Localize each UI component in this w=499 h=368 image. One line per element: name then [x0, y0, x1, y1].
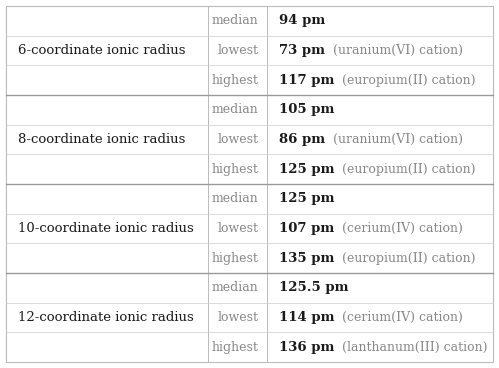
Text: highest: highest: [212, 74, 258, 87]
Text: 10-coordinate ionic radius: 10-coordinate ionic radius: [18, 222, 194, 235]
Text: lowest: lowest: [218, 222, 258, 235]
Text: 94 pm: 94 pm: [278, 14, 325, 27]
Text: (cerium(IV) cation): (cerium(IV) cation): [342, 222, 463, 235]
Text: (uranium(VI) cation): (uranium(VI) cation): [332, 44, 463, 57]
Text: (cerium(IV) cation): (cerium(IV) cation): [342, 311, 463, 324]
Text: 86 pm: 86 pm: [278, 133, 325, 146]
Text: 107 pm: 107 pm: [278, 222, 334, 235]
Text: 12-coordinate ionic radius: 12-coordinate ionic radius: [18, 311, 194, 324]
Text: 8-coordinate ionic radius: 8-coordinate ionic radius: [18, 133, 185, 146]
Text: highest: highest: [212, 163, 258, 176]
Text: lowest: lowest: [218, 44, 258, 57]
Text: median: median: [212, 103, 258, 116]
Text: (lanthanum(III) cation): (lanthanum(III) cation): [342, 341, 488, 354]
Text: 136 pm: 136 pm: [278, 341, 334, 354]
Text: 125 pm: 125 pm: [278, 163, 334, 176]
Text: 114 pm: 114 pm: [278, 311, 334, 324]
Text: median: median: [212, 192, 258, 205]
Text: lowest: lowest: [218, 133, 258, 146]
Text: 125 pm: 125 pm: [278, 192, 334, 205]
Text: highest: highest: [212, 252, 258, 265]
Text: 6-coordinate ionic radius: 6-coordinate ionic radius: [18, 44, 186, 57]
Text: 125.5 pm: 125.5 pm: [278, 281, 348, 294]
Text: highest: highest: [212, 341, 258, 354]
Text: (europium(II) cation): (europium(II) cation): [342, 74, 476, 87]
Text: median: median: [212, 14, 258, 27]
Text: (europium(II) cation): (europium(II) cation): [342, 252, 476, 265]
Text: 135 pm: 135 pm: [278, 252, 334, 265]
Text: 117 pm: 117 pm: [278, 74, 334, 87]
Text: (europium(II) cation): (europium(II) cation): [342, 163, 476, 176]
Text: 73 pm: 73 pm: [278, 44, 324, 57]
Text: lowest: lowest: [218, 311, 258, 324]
Text: 105 pm: 105 pm: [278, 103, 334, 116]
Text: (uranium(VI) cation): (uranium(VI) cation): [333, 133, 463, 146]
Text: median: median: [212, 281, 258, 294]
